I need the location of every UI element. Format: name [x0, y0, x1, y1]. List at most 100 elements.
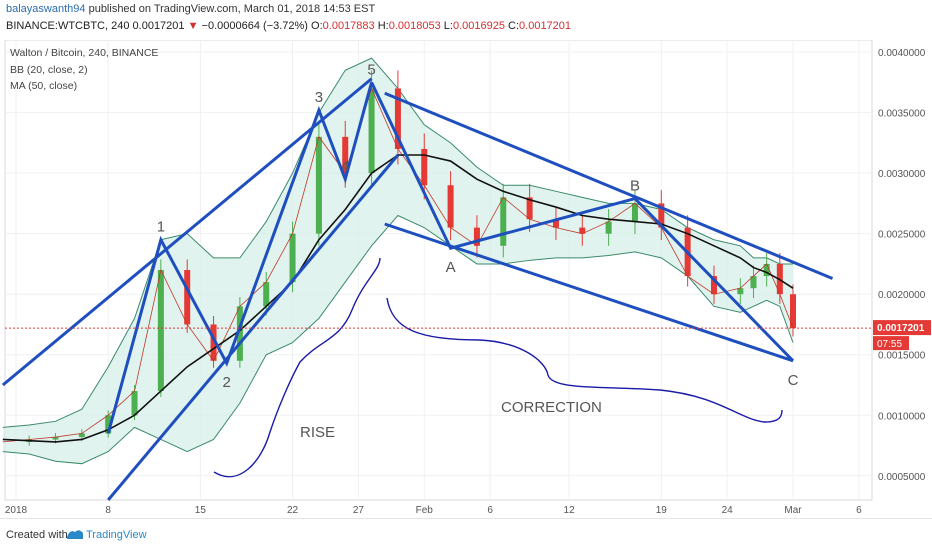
- x-tick-label: 27: [353, 505, 365, 516]
- x-tick-label: 15: [195, 505, 207, 516]
- candle-body: [394, 88, 401, 149]
- candle-body: [289, 233, 296, 283]
- price-chart[interactable]: 0.0040000 0.0035000 0.0030000 0.0025000 0.00…: [0, 39, 932, 518]
- legend-title: Walton / Bitcoin, 240, BINANCE: [10, 47, 159, 59]
- current-price-value: 0.0017201: [877, 323, 925, 334]
- candle-body: [473, 227, 480, 246]
- correction-lower-channel: [384, 222, 794, 363]
- y-tick-label: 0.0020000: [878, 290, 926, 301]
- x-tick-label: 19: [656, 505, 668, 516]
- bb-upper-line: [2, 57, 793, 428]
- wave-label-a: A: [446, 259, 456, 276]
- correction-annotation: CORRECTION: [501, 399, 602, 416]
- wave-label-c: C: [788, 372, 799, 389]
- wave-label-4: 4: [341, 158, 349, 175]
- candle-body: [750, 276, 757, 289]
- candle-body: [131, 391, 138, 416]
- candle-body: [263, 282, 270, 307]
- wave-label-1: 1: [157, 219, 165, 236]
- down-arrow-icon: ▼: [187, 20, 199, 32]
- rise-annotation: RISE: [300, 424, 335, 441]
- candle-body: [315, 136, 322, 234]
- countdown-tag: [873, 336, 909, 351]
- close-value: 0.0017201: [519, 20, 572, 32]
- correction-curve: [386, 297, 783, 423]
- impulse-wave-line: [106, 81, 374, 434]
- rise-lower-channel: [107, 154, 400, 501]
- x-tick-label: Mar: [784, 505, 802, 516]
- candle-body: [500, 197, 507, 246]
- y-tick-label: 0.0035000: [878, 109, 926, 120]
- x-tick-label: 6: [487, 505, 493, 516]
- candle-body: [710, 276, 717, 295]
- tradingview-link[interactable]: TradingView: [86, 529, 147, 541]
- close-label: C:: [508, 20, 520, 32]
- wave-label-2: 2: [223, 374, 231, 391]
- publish-line: balayaswanth94 published on TradingView.…: [6, 3, 375, 15]
- high-value: 0.0018053: [388, 20, 441, 32]
- last-price: 0.0017201: [132, 20, 185, 32]
- ohlc-line: BINANCE:WTCBTC, 240 0.0017201 ▼ −0.00006…: [6, 20, 571, 32]
- y-tick-label: 0.0015000: [878, 351, 926, 362]
- countdown-value: 07:55: [877, 339, 902, 350]
- candle-body: [605, 221, 612, 234]
- candle-body: [790, 294, 796, 329]
- chart-area[interactable]: 0.0040000 0.0035000 0.0030000 0.0025000 0.00…: [0, 39, 932, 518]
- candle-body: [631, 203, 638, 222]
- candle-body: [52, 437, 59, 440]
- x-tick-label: 2018: [5, 505, 28, 516]
- candle-body: [105, 415, 112, 434]
- candle-body: [78, 433, 85, 438]
- symbol-label: BINANCE:WTCBTC, 240: [6, 20, 130, 32]
- x-tick-label: 12: [564, 505, 576, 516]
- bollinger-band-fill: [2, 58, 794, 464]
- candle-body: [737, 288, 744, 295]
- high-label: H:: [377, 20, 389, 32]
- wave-label-5: 5: [367, 61, 375, 78]
- y-tick-label: 0.0040000: [878, 48, 926, 59]
- wave-label-b: B: [630, 178, 640, 195]
- low-value: 0.0016925: [452, 20, 505, 32]
- header-bar: balayaswanth94 published on TradingView.…: [0, 0, 932, 40]
- candle-body: [552, 219, 559, 228]
- y-tick-label: 0.0005000: [878, 472, 926, 483]
- rise-curve: [213, 257, 381, 478]
- current-price-tag: [873, 320, 931, 336]
- y-tick-label: 0.0025000: [878, 230, 926, 241]
- candle-body: [526, 197, 533, 220]
- price-line: [2, 87, 794, 443]
- y-tick-label: 0.0010000: [878, 411, 926, 422]
- correction-upper-channel: [384, 91, 834, 280]
- candle-body: [210, 324, 217, 361]
- correction-wave-line: [370, 81, 795, 362]
- candle-body: [368, 88, 375, 174]
- rise-upper-channel: [1, 77, 373, 387]
- footer-bar: Created with TradingView: [0, 518, 932, 550]
- candle-body: [157, 270, 164, 392]
- created-with-label: Created with: [6, 529, 68, 541]
- tradingview-logo-icon: [67, 530, 83, 539]
- legend-bb[interactable]: BB (20, close, 2): [10, 64, 88, 76]
- change-value: −0.0000664 (−3.72%): [201, 20, 308, 32]
- candle-body: [447, 185, 454, 228]
- x-tick-label: 6: [856, 505, 862, 516]
- x-tick-label: Feb: [416, 505, 434, 516]
- candle-body: [579, 227, 586, 234]
- wave-label-3: 3: [315, 89, 323, 106]
- y-tick-label: 0.0030000: [878, 169, 926, 180]
- open-value: 0.0017883: [322, 20, 375, 32]
- legend-ma[interactable]: MA (50, close): [10, 80, 78, 92]
- x-tick-label: 22: [287, 505, 299, 516]
- ma-50-line: [2, 154, 794, 443]
- candle-body: [236, 306, 243, 361]
- candle-body: [184, 270, 191, 325]
- low-label: L:: [443, 20, 453, 32]
- candle-body: [342, 136, 349, 174]
- bb-lower-line: [2, 214, 794, 465]
- candle-body: [421, 148, 428, 186]
- publish-info: published on TradingView.com, March 01, …: [88, 3, 376, 15]
- candle-body: [658, 203, 665, 228]
- candle-body: [763, 263, 770, 277]
- open-label: O:: [311, 20, 323, 32]
- author-link[interactable]: balayaswanth94: [6, 3, 86, 15]
